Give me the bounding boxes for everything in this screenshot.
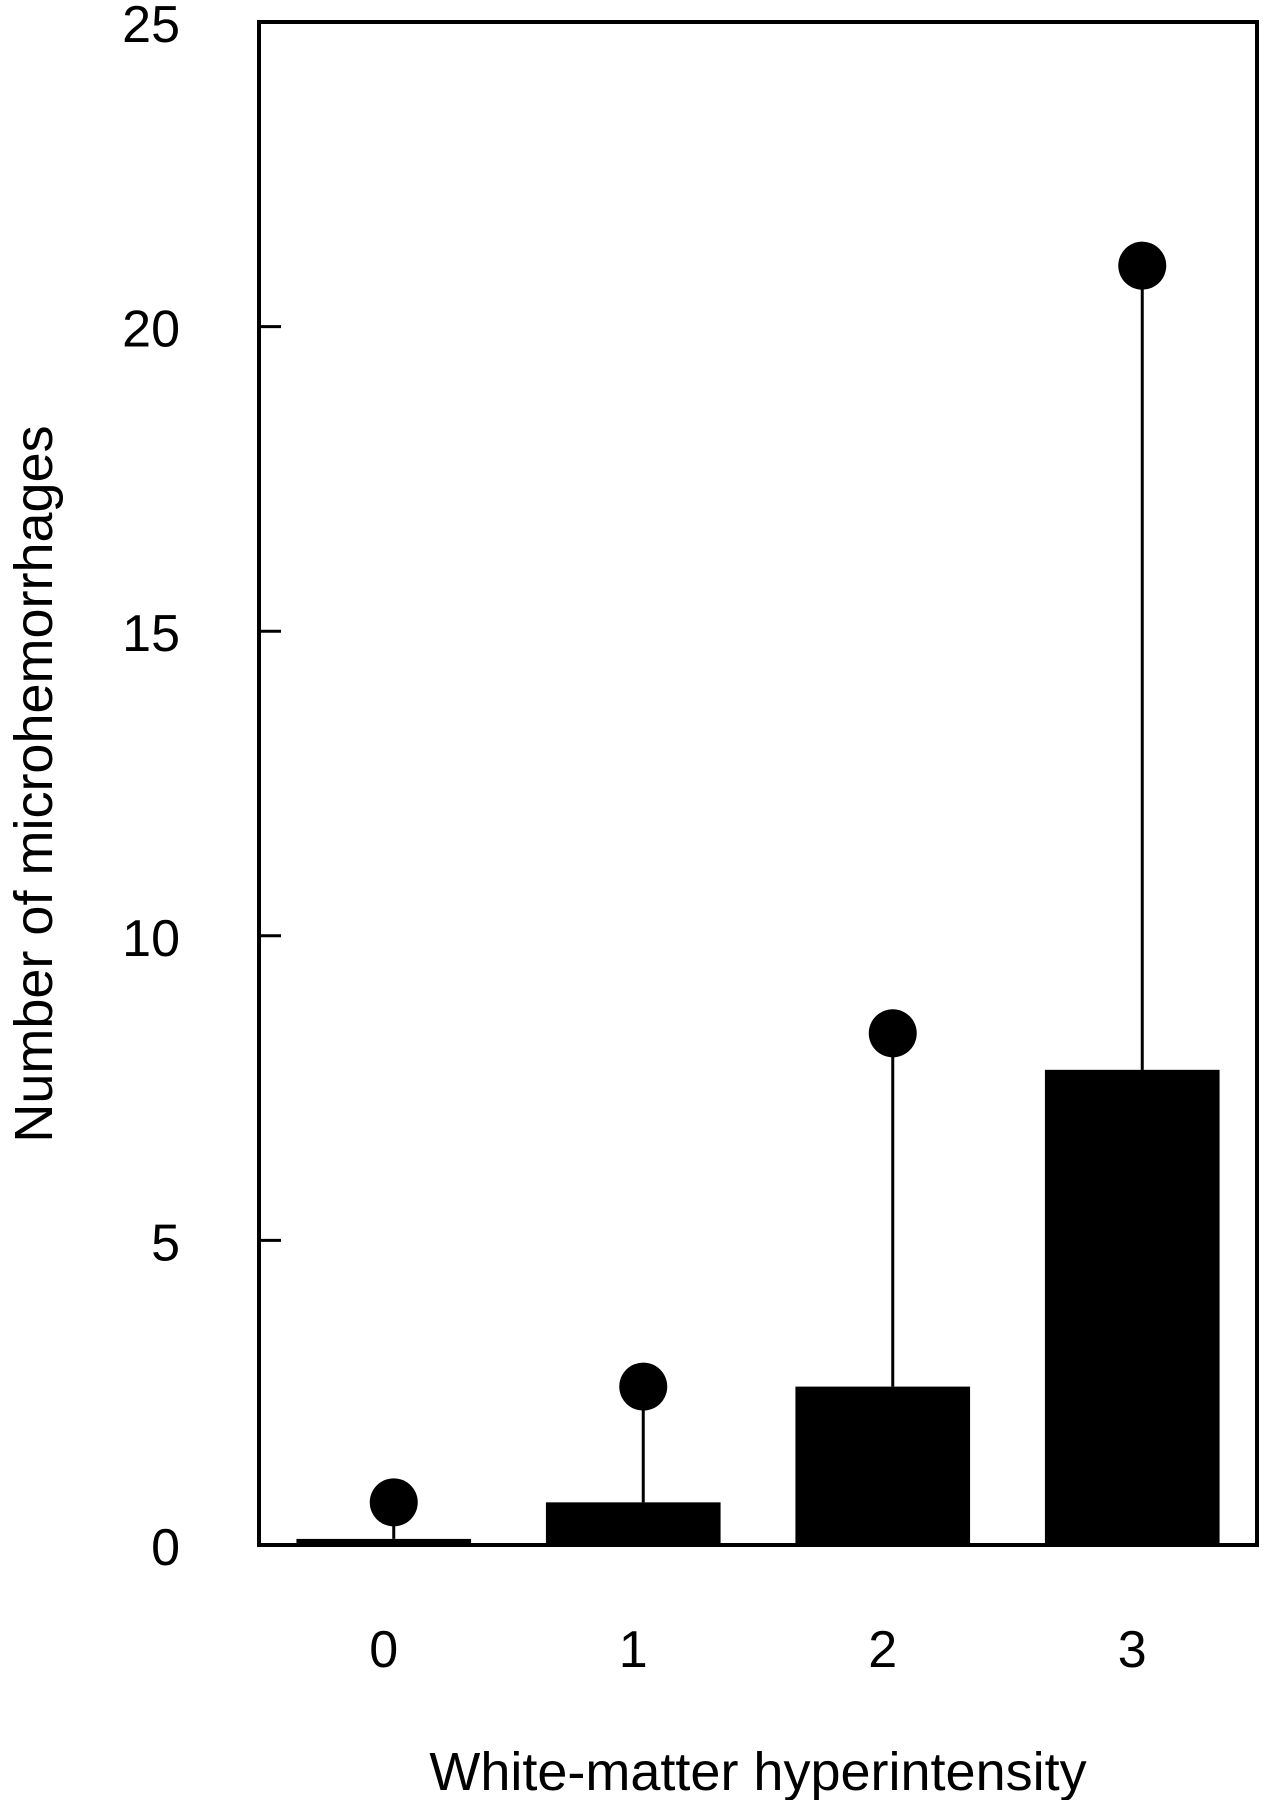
bar-3	[1044, 1069, 1220, 1545]
y-tick-label-15: 15	[122, 605, 180, 663]
error-cap-3	[1118, 241, 1167, 290]
y-tick-label-10: 10	[122, 910, 180, 968]
x-tick-label-0: 0	[369, 1621, 398, 1679]
x-axis-title: White-matter hyperintensity	[429, 1742, 1086, 1800]
bar-2	[795, 1386, 971, 1545]
y-tick-label-0: 0	[151, 1519, 180, 1577]
x-axis: 0 1 2 3	[369, 1621, 1146, 1679]
x-tick-label-1: 1	[619, 1621, 648, 1679]
y-axis: 0 5 10 15 20 25	[122, 0, 281, 1577]
error-cap-0	[369, 1478, 418, 1527]
plot-frame	[257, 20, 1259, 1547]
error-cap-1	[619, 1362, 668, 1411]
x-tick-label-2: 2	[868, 1621, 897, 1679]
error-bars-layer	[369, 241, 1167, 1539]
bars-layer	[296, 1069, 1220, 1545]
y-tick-label-20: 20	[122, 301, 180, 359]
x-tick-label-3: 3	[1118, 1621, 1147, 1679]
error-cap-2	[868, 1009, 917, 1058]
bar-0	[296, 1538, 472, 1545]
y-tick-label-25: 25	[122, 0, 180, 54]
y-axis-title: Number of microhemorrhages	[4, 425, 64, 1142]
y-tick-label-5: 5	[151, 1214, 180, 1272]
bar-1	[545, 1502, 721, 1545]
